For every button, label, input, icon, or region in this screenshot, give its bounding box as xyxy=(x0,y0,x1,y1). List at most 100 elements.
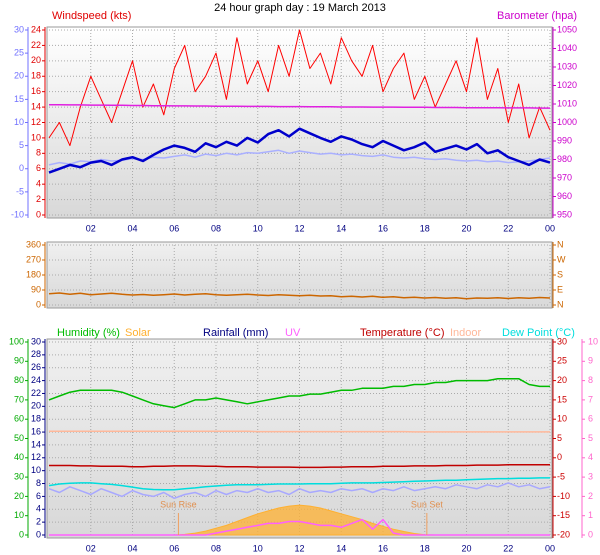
y-tick-label: 20 xyxy=(31,401,41,411)
x-tick-label: 08 xyxy=(211,543,221,553)
y-tick-label: 7 xyxy=(588,394,593,404)
y-tick-label: 100 xyxy=(9,336,24,346)
y-tick-label: 0 xyxy=(36,529,41,539)
chart-title: 24 hour graph day : 19 March 2013 xyxy=(214,2,386,14)
y-tick-label: -5 xyxy=(557,471,565,481)
x-tick-label: 12 xyxy=(294,543,304,553)
legend-label: Solar xyxy=(125,327,151,339)
line xyxy=(48,149,551,166)
y-tick-label: 26 xyxy=(31,362,41,372)
axis-title: Barometer (hpa) xyxy=(497,10,577,22)
y-tick-label: 22 xyxy=(31,40,41,50)
y-tick-label: 14 xyxy=(31,439,41,449)
y-tick-label: 1050 xyxy=(557,24,577,34)
line xyxy=(49,103,550,109)
y-tick-label: 0 xyxy=(36,299,41,309)
line xyxy=(49,518,550,536)
x-tick-label: 16 xyxy=(378,223,388,233)
y-tick-label: 12 xyxy=(31,117,41,127)
legend-label: Indoor xyxy=(450,327,482,339)
x-tick-label: 10 xyxy=(253,543,263,553)
y-tick-label: 16 xyxy=(31,86,41,96)
y-tick-label: 20 xyxy=(14,71,24,81)
y-tick-label: 0 xyxy=(557,452,562,462)
y-tick-label: 5 xyxy=(557,433,562,443)
y-tick-label: N xyxy=(557,299,564,309)
y-tick-label: 2 xyxy=(36,517,41,527)
x-tick-label: 14 xyxy=(336,223,346,233)
y-tick-label: 10 xyxy=(557,414,567,424)
x-tick-label: 22 xyxy=(503,223,513,233)
y-tick-label: 10 xyxy=(588,336,598,346)
axis-title: Rainfall (mm) xyxy=(203,327,268,339)
line xyxy=(48,377,550,409)
y-tick-label: 6 xyxy=(588,414,593,424)
x-tick-label: 08 xyxy=(211,223,221,233)
y-tick-label: 6 xyxy=(36,491,41,501)
y-tick-label: 0 xyxy=(36,209,41,219)
y-tick-label: 1010 xyxy=(557,98,577,108)
y-tick-label: 30 xyxy=(14,471,24,481)
x-tick-label: 00 xyxy=(545,223,555,233)
y-tick-label: 25 xyxy=(14,48,24,58)
y-tick-label: 6 xyxy=(36,163,41,173)
legend-label: Dew Point (°C) xyxy=(502,327,575,339)
y-tick-label: 70 xyxy=(14,394,24,404)
line xyxy=(48,477,550,491)
y-tick-label: 20 xyxy=(14,491,24,501)
y-tick-label: 10 xyxy=(31,132,41,142)
y-tick-label: 20 xyxy=(557,375,567,385)
x-tick-label: 18 xyxy=(420,223,430,233)
y-tick-label: 360 xyxy=(26,239,41,249)
y-tick-label: 960 xyxy=(557,191,572,201)
y-tick-label: 22 xyxy=(31,388,41,398)
y-tick-label: 90 xyxy=(31,284,41,294)
y-tick-label: 0 xyxy=(588,529,593,539)
y-tick-label: 9 xyxy=(588,356,593,366)
y-tick-label: 90 xyxy=(14,356,24,366)
y-tick-label: W xyxy=(557,254,566,264)
y-tick-label: -20 xyxy=(557,529,570,539)
y-tick-label: 25 xyxy=(557,356,567,366)
y-tick-label: 30 xyxy=(14,24,24,34)
x-tick-label: 16 xyxy=(378,543,388,553)
line xyxy=(48,292,551,300)
y-tick-label: 12 xyxy=(31,452,41,462)
y-tick-label: 30 xyxy=(31,336,41,346)
x-tick-label: 06 xyxy=(169,543,179,553)
x-tick-label: 04 xyxy=(127,543,137,553)
y-tick-label: 80 xyxy=(14,375,24,385)
y-tick-label: 15 xyxy=(14,94,24,104)
y-tick-label: 1 xyxy=(588,510,593,520)
y-tick-label: -10 xyxy=(557,491,570,501)
y-tick-label: 4 xyxy=(36,504,41,514)
y-tick-label: 8 xyxy=(36,478,41,488)
line xyxy=(48,29,551,147)
y-tick-label: 50 xyxy=(14,433,24,443)
y-tick-label: 3 xyxy=(588,471,593,481)
y-tick-label: 15 xyxy=(557,394,567,404)
y-tick-label: 2 xyxy=(36,194,41,204)
legend-label: Temperature (°C) xyxy=(360,327,444,339)
y-tick-label: 4 xyxy=(588,452,593,462)
y-tick-label: 5 xyxy=(19,140,24,150)
y-tick-label: 950 xyxy=(557,209,572,219)
x-tick-label: 04 xyxy=(127,223,137,233)
x-tick-label: 12 xyxy=(294,223,304,233)
x-tick-label: 02 xyxy=(86,223,96,233)
y-tick-label: 10 xyxy=(14,117,24,127)
y-tick-label: -5 xyxy=(16,186,24,196)
y-tick-label: 1020 xyxy=(557,80,577,90)
x-tick-label: 20 xyxy=(461,543,471,553)
y-tick-label: 1030 xyxy=(557,61,577,71)
y-tick-label: 16 xyxy=(31,426,41,436)
y-tick-label: 5 xyxy=(588,433,593,443)
line xyxy=(49,463,550,469)
line xyxy=(48,482,551,500)
x-tick-label: 20 xyxy=(461,223,471,233)
y-tick-label: -15 xyxy=(557,510,570,520)
line xyxy=(48,127,551,174)
y-tick-label: 60 xyxy=(14,414,24,424)
y-tick-label: 8 xyxy=(36,148,41,158)
y-tick-label: 28 xyxy=(31,349,41,359)
